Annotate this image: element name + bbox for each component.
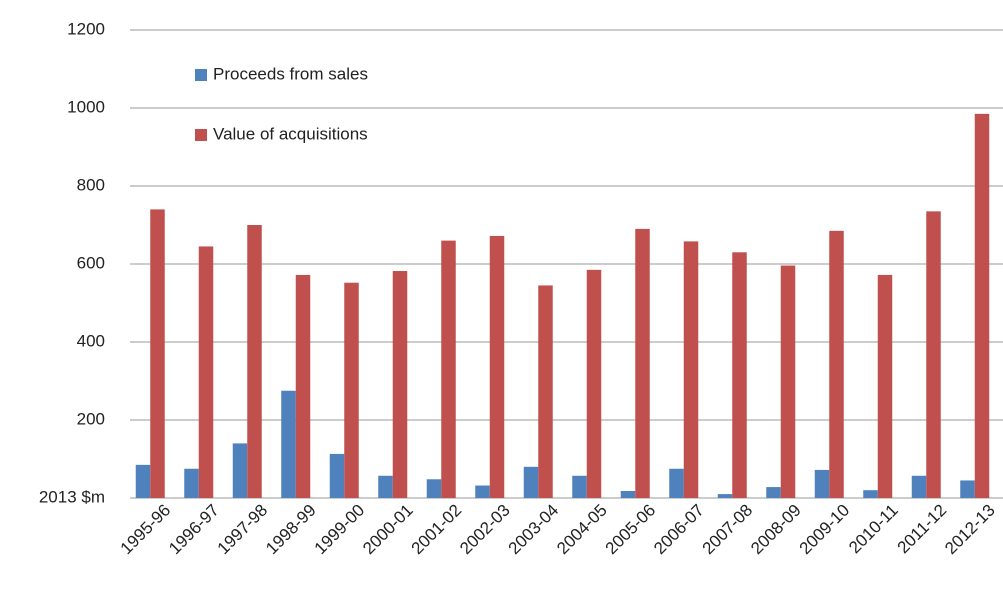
legend-label: Proceeds from sales <box>213 64 368 83</box>
bar <box>911 475 927 498</box>
x-tick-label: 1996-97 <box>165 501 223 559</box>
x-tick-label: 2010-11 <box>845 501 902 558</box>
x-tick-label: 1999-00 <box>311 501 369 559</box>
bar <box>150 209 165 498</box>
bar <box>960 480 975 498</box>
x-tick-label: 1998-99 <box>262 501 320 559</box>
x-tick-label: 2002-03 <box>456 501 514 559</box>
x-tick-label: 1997-98 <box>214 501 272 559</box>
bar <box>184 468 199 498</box>
bar <box>926 211 941 498</box>
x-tick-label: 1995-96 <box>117 501 175 559</box>
bar <box>378 475 393 498</box>
bar <box>489 235 505 499</box>
bar <box>232 443 248 498</box>
x-tick-label: 2007-08 <box>699 501 757 559</box>
legend-label: Value of acquisitions <box>213 124 368 143</box>
bar <box>329 453 345 498</box>
bar <box>877 274 893 498</box>
bar <box>135 464 151 498</box>
x-tick-label: 2001-02 <box>408 501 466 559</box>
x-tick-label: 2009-10 <box>796 501 854 559</box>
bar <box>281 390 296 498</box>
bar <box>635 228 650 498</box>
x-tick-label: 2011-12 <box>894 501 951 558</box>
legend-swatch <box>195 129 207 141</box>
bar <box>572 475 587 498</box>
x-tick-label: 2005-06 <box>602 501 660 559</box>
x-tick-label: 2003-04 <box>505 501 563 559</box>
y-tick-label: 2013 $m <box>39 487 105 506</box>
bar <box>344 282 359 498</box>
y-tick-label: 800 <box>77 175 105 194</box>
bar <box>247 225 262 498</box>
bar <box>829 230 844 498</box>
x-tick-label: 2004-05 <box>553 501 611 559</box>
bar <box>732 252 747 498</box>
y-tick-label: 1000 <box>67 97 105 116</box>
bar <box>814 469 830 498</box>
bar <box>392 271 408 498</box>
bar <box>586 269 602 498</box>
y-tick-label: 400 <box>77 331 105 350</box>
bar <box>717 494 733 498</box>
bar <box>683 241 699 498</box>
bar <box>426 479 442 498</box>
y-tick-label: 1200 <box>67 19 105 38</box>
legend-swatch <box>195 69 207 81</box>
bar <box>523 466 539 498</box>
bar <box>863 490 878 498</box>
bar <box>475 485 490 498</box>
x-tick-label: 2008-09 <box>747 501 805 559</box>
bar <box>441 240 456 498</box>
bar <box>669 468 684 498</box>
x-tick-label: 2012-13 <box>941 501 999 559</box>
x-tick-label: 2006-07 <box>650 501 708 559</box>
x-tick-label: 2000-01 <box>359 501 417 559</box>
bar <box>198 246 214 498</box>
bar <box>974 113 990 498</box>
bar <box>295 274 311 498</box>
y-tick-label: 600 <box>77 253 105 272</box>
bar <box>780 265 796 498</box>
y-tick-label: 200 <box>77 409 105 428</box>
bar <box>766 487 781 498</box>
bar <box>538 285 553 498</box>
bar <box>620 490 636 498</box>
